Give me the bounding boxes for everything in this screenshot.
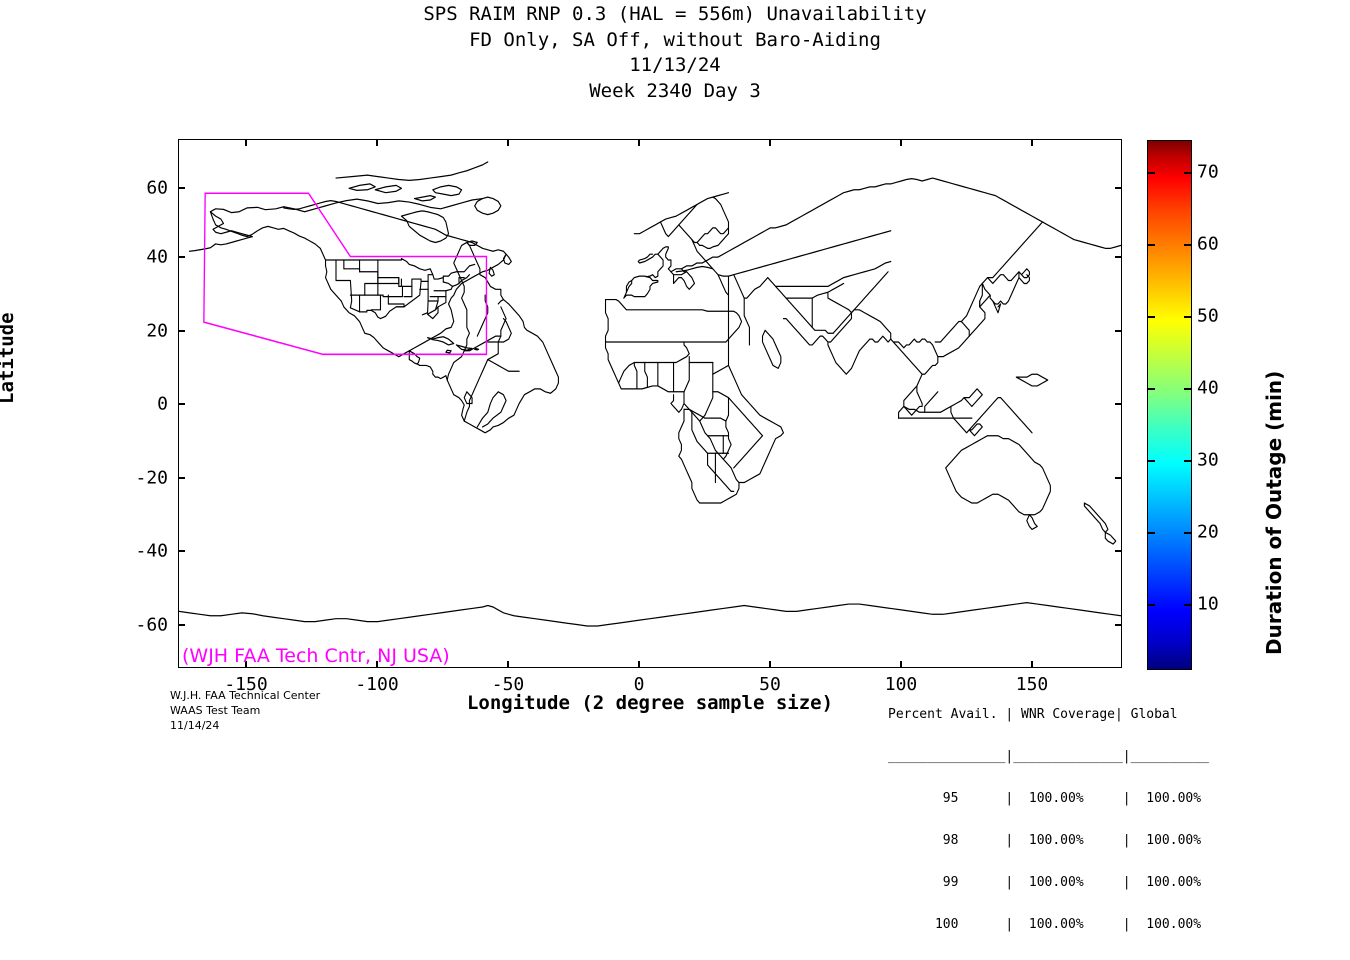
colorbar-gradient [1148,141,1191,669]
coastlines-and-borders [179,161,1121,627]
colorbar-tick [1148,244,1155,246]
y-tick-label: 20 [146,320,168,342]
x-tick-label: 0 [633,674,645,695]
x-tick-mark [900,139,902,146]
y-tick-label: -40 [135,540,168,562]
title-line-3: 11/13/24 [629,54,721,76]
colorbar-tick-label: 40 [1197,377,1219,399]
y-tick-mark [178,256,185,258]
colorbar-tick [1184,316,1191,318]
x-tick-mark [507,139,509,146]
y-tick-label: -60 [135,614,168,636]
colorbar-tick [1184,172,1191,174]
x-tick-mark [245,139,247,146]
x-axis-label: Longitude (2 degree sample size) [466,692,834,714]
colorbar-title: Duration of Outage (min) [1262,370,1286,655]
y-tick-mark [178,403,185,405]
colorbar-tick [1148,316,1155,318]
colorbar-tick-label: 20 [1197,521,1219,543]
x-tick-mark [769,139,771,146]
x-tick-label: 150 [1015,674,1049,695]
colorbar-tick [1184,460,1191,462]
title-line-4: Week 2340 Day 3 [589,79,761,102]
colorbar-tick [1148,532,1155,534]
watermark-label: (WJH FAA Tech Cntr, NJ USA) [182,645,450,667]
colorbar [1147,140,1192,670]
colorbar-tick [1184,604,1191,606]
table-row: 98 | 100.00% | 100.00% [888,833,1202,848]
y-tick-mark [1115,330,1122,332]
map-plot-area [178,139,1122,668]
table-row: 95 | 100.00% | 100.00% [888,791,1202,806]
x-tick-label: -150 [224,674,268,695]
y-tick-mark [178,330,185,332]
y-tick-mark [1115,256,1122,258]
x-tick-label: 50 [759,674,781,695]
raim-unavailability-chart: SPS RAIM RNP 0.3 (HAL = 556m) Unavailabi… [0,2,1350,932]
y-tick-mark [178,550,185,552]
y-tick-mark [1115,403,1122,405]
colorbar-tick-label: 50 [1197,305,1219,327]
colorbar-tick [1148,604,1155,606]
y-tick-mark [1115,187,1122,189]
colorbar-tick [1148,460,1155,462]
y-tick-label: -20 [135,467,168,489]
y-tick-mark [178,477,185,479]
footer-line-1: W.J.H. FAA Technical Center [170,689,321,702]
x-tick-mark [900,661,902,668]
colorbar-tick [1184,388,1191,390]
x-tick-mark [507,661,509,668]
colorbar-tick [1184,244,1191,246]
colorbar-tick-label: 30 [1197,449,1219,471]
y-axis-label: Latitude [0,312,18,404]
y-tick-mark [1115,477,1122,479]
stats-header-rule: _______________|______________|_________… [888,749,1209,764]
waas-service-volume-polygon [203,192,488,356]
footer-credit: W.J.H. FAA Technical Center WAAS Test Te… [170,688,320,733]
x-tick-label: 100 [884,674,918,695]
footer-line-2: WAAS Test Team [170,704,261,717]
colorbar-tick-label: 70 [1197,161,1219,183]
y-tick-label: 0 [157,393,168,415]
y-tick-label: 40 [146,246,168,268]
colorbar-tick [1184,532,1191,534]
x-tick-label: -50 [491,674,525,695]
page-title: SPS RAIM RNP 0.3 (HAL = 556m) Unavailabi… [0,2,1350,104]
footer-line-3: 11/14/24 [170,719,220,732]
x-tick-mark [638,139,640,146]
x-tick-mark [1031,661,1033,668]
colorbar-tick [1148,388,1155,390]
title-line-2: FD Only, SA Off, without Baro-Aiding [469,28,881,51]
table-row: 100 | 100.00% | 100.00% [888,917,1202,932]
colorbar-tick [1148,172,1155,174]
x-tick-mark [1031,139,1033,146]
x-tick-mark [376,139,378,146]
stats-header-row: Percent Avail. | WNR Coverage| Global [888,707,1178,722]
y-tick-mark [1115,550,1122,552]
x-tick-mark [376,661,378,668]
title-line-1: SPS RAIM RNP 0.3 (HAL = 556m) Unavailabi… [423,3,927,25]
colorbar-tick-label: 10 [1197,593,1219,615]
y-tick-label: 60 [146,177,168,199]
world-map-svg [179,161,1121,627]
x-tick-label: -100 [355,674,399,695]
table-row: 99 | 100.00% | 100.00% [888,875,1202,890]
x-tick-mark [638,661,640,668]
y-tick-mark [178,187,185,189]
y-tick-mark [1115,624,1122,626]
x-tick-mark [769,661,771,668]
colorbar-tick-label: 60 [1197,233,1219,255]
availability-stats-table: Percent Avail. | WNR Coverage| Global __… [888,680,1209,960]
y-tick-mark [178,624,185,626]
x-tick-mark [245,661,247,668]
